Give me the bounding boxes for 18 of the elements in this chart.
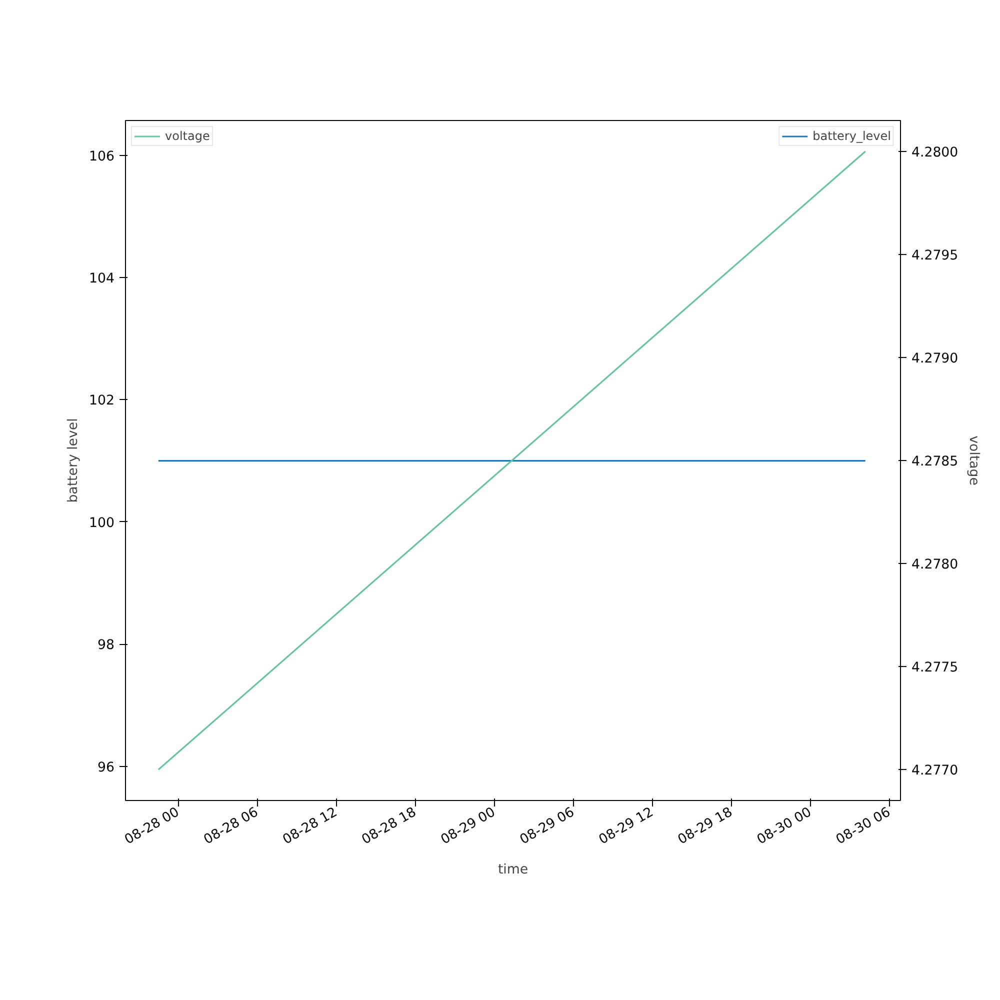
y-tick-label: 100 [89, 516, 115, 531]
y-tick-label: 98 [98, 638, 115, 654]
y-tick-label: 96 [98, 760, 115, 776]
legend-label: battery_level [812, 129, 891, 143]
y2-tick-label: 4.2790 [912, 351, 958, 366]
y-axis-title: battery level [66, 418, 82, 503]
y2-tick-label: 4.2785 [912, 454, 958, 470]
y2-tick-label: 4.2775 [912, 660, 958, 676]
y2-axis-title: voltage [966, 436, 982, 486]
y2-tick-label: 4.2780 [912, 558, 958, 573]
x-axis-title: time [498, 862, 528, 878]
legend-label: voltage [165, 129, 210, 143]
y-tick-label: 104 [89, 272, 115, 287]
y-tick-label: 106 [89, 149, 115, 164]
y2-tick-label: 4.2770 [912, 764, 958, 779]
y2-tick-label: 4.2800 [912, 145, 958, 160]
y-tick-label: 102 [89, 394, 115, 409]
y2-tick-label: 4.2795 [912, 248, 958, 264]
